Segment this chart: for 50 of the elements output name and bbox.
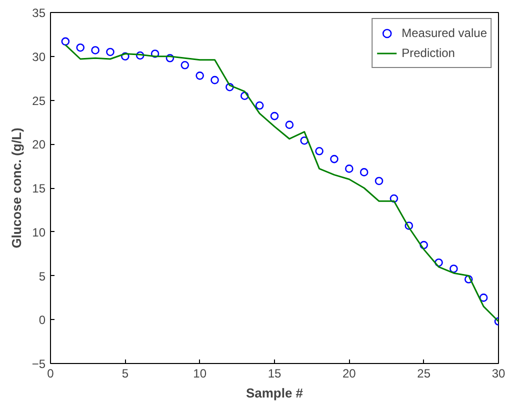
legend-label: Prediction <box>402 46 455 60</box>
point <box>180 61 190 70</box>
point <box>345 164 354 173</box>
point <box>450 264 458 273</box>
point <box>166 54 174 62</box>
point <box>196 72 204 80</box>
point <box>300 136 309 145</box>
point <box>240 92 249 100</box>
point <box>76 43 85 52</box>
y-tick-label: −5 <box>32 357 46 371</box>
y-tick-label: 30 <box>32 50 46 64</box>
point <box>285 120 294 129</box>
y-tick-label: 20 <box>32 138 46 152</box>
point <box>106 48 114 56</box>
y-tick-label: 10 <box>32 225 46 240</box>
y-tick-label: 35 <box>32 6 46 20</box>
x-axis-title: Sample # <box>246 386 304 400</box>
point <box>210 76 219 84</box>
x-tick-label: 10 <box>193 366 207 380</box>
point <box>121 52 130 61</box>
point <box>315 147 324 156</box>
point <box>270 112 279 120</box>
point <box>136 51 144 60</box>
point <box>404 222 414 230</box>
point <box>150 50 160 58</box>
point <box>464 275 473 284</box>
point <box>360 168 368 176</box>
point <box>434 258 443 267</box>
point <box>390 194 398 203</box>
point <box>226 82 234 92</box>
x-tick-label: 25 <box>417 366 431 380</box>
point <box>91 46 100 54</box>
x-tick-label: 5 <box>122 366 129 380</box>
point <box>255 101 264 110</box>
x-tick-label: 20 <box>342 366 356 380</box>
point <box>61 37 70 46</box>
point <box>330 154 338 164</box>
x-tick-label: 0 <box>47 366 54 380</box>
point <box>420 240 428 250</box>
y-axis-title: Glucose conc. (g/L) <box>8 128 24 248</box>
line-series <box>64 44 498 322</box>
x-tick-label: 15 <box>268 366 282 380</box>
legend-label: Measured value <box>402 26 487 40</box>
y-tick-label: 25 <box>32 94 46 108</box>
y-tick-label: 5 <box>38 269 46 284</box>
x-tick-label: 30 <box>492 366 506 380</box>
y-tick-label: 0 <box>38 313 46 328</box>
point <box>479 294 488 302</box>
point <box>374 176 384 186</box>
y-tick-label: 15 <box>32 182 46 196</box>
